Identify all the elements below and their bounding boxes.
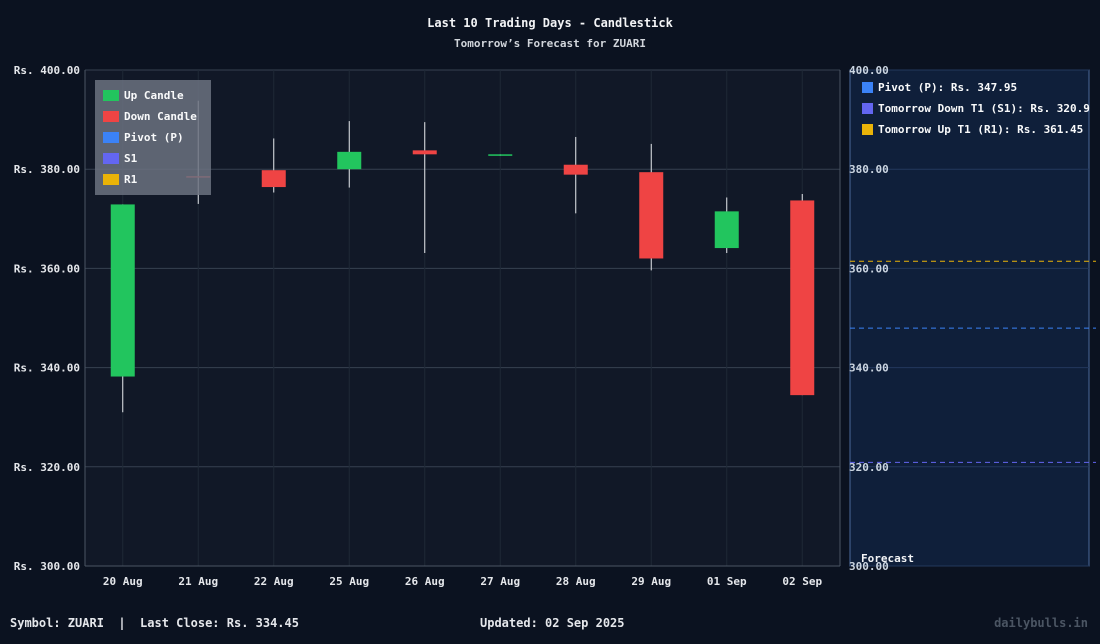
legend-label: Down Candle [124, 110, 197, 123]
right-tick-label: 320.00 [849, 461, 889, 474]
forecast-legend-swatch [862, 124, 873, 135]
x-tick-label: 20 Aug [103, 575, 143, 588]
legend-swatch [103, 174, 119, 185]
y-tick-label: Rs. 360.00 [14, 262, 80, 275]
legend-swatch [103, 153, 119, 164]
right-tick-label: 360.00 [849, 262, 889, 275]
y-tick-label: Rs. 380.00 [14, 163, 80, 176]
y-tick-label: Rs. 400.00 [14, 64, 80, 77]
chart-subtitle: Tomorrow’s Forecast for ZUARI [454, 37, 646, 50]
legend-label: S1 [124, 152, 138, 165]
x-tick-label: 02 Sep [782, 575, 822, 588]
legend-label: R1 [124, 173, 138, 186]
legend-swatch [103, 111, 119, 122]
y-tick-label: Rs. 340.00 [14, 362, 80, 375]
x-tick-label: 21 Aug [178, 575, 218, 588]
down-candle-body [563, 164, 588, 175]
x-tick-label: 22 Aug [254, 575, 294, 588]
right-tick-label: 400.00 [849, 64, 889, 77]
footer-symbol: Symbol: ZUARI | Last Close: Rs. 334.45 [10, 616, 299, 630]
forecast-legend-swatch [862, 82, 873, 93]
x-tick-label: 26 Aug [405, 575, 445, 588]
forecast-panel [849, 69, 1090, 567]
x-tick-label: 29 Aug [631, 575, 671, 588]
right-tick-label: 340.00 [849, 362, 889, 375]
up-candle-body [337, 151, 362, 170]
chart-title: Last 10 Trading Days - Candlestick [427, 16, 673, 30]
up-candle-body [714, 211, 739, 249]
y-tick-label: Rs. 320.00 [14, 461, 80, 474]
forecast-legend-label: Tomorrow Up T1 (R1): Rs. 361.45 [878, 123, 1083, 136]
down-candle-body [639, 172, 664, 259]
down-candle-body [261, 170, 286, 188]
down-candle-body [790, 200, 815, 396]
x-tick-label: 28 Aug [556, 575, 596, 588]
y-tick-label: Rs. 300.00 [14, 560, 80, 573]
right-tick-label: 380.00 [849, 163, 889, 176]
x-tick-label: 27 Aug [480, 575, 520, 588]
down-candle-body [412, 150, 437, 155]
forecast-label: Forecast [861, 552, 914, 565]
up-candle-body [488, 154, 513, 156]
right-tick-label: 300.00 [849, 560, 889, 573]
forecast-legend-label: Tomorrow Down T1 (S1): Rs. 320.9 [878, 102, 1090, 115]
x-tick-label: 25 Aug [329, 575, 369, 588]
legend-swatch [103, 90, 119, 101]
forecast-legend-swatch [862, 103, 873, 114]
forecast-legend-label: Pivot (P): Rs. 347.95 [878, 81, 1017, 94]
up-candle-body [110, 204, 135, 377]
x-tick-label: 01 Sep [707, 575, 747, 588]
legend-swatch [103, 132, 119, 143]
footer-brand: dailybulls.in [994, 616, 1088, 630]
footer-updated: Updated: 02 Sep 2025 [480, 616, 625, 630]
legend-label: Up Candle [124, 89, 184, 102]
legend-label: Pivot (P) [124, 131, 184, 144]
